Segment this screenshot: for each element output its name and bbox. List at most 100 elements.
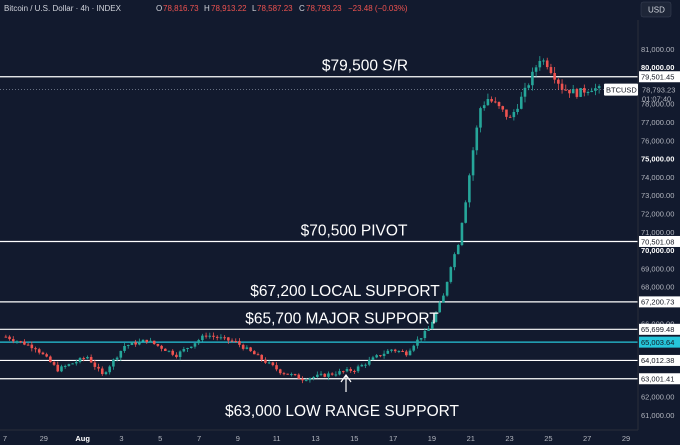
candle-body: [119, 350, 123, 358]
candle-body: [319, 373, 323, 375]
price-change: −23.48 (−0.03%): [348, 4, 408, 13]
candle-body: [401, 351, 404, 353]
x-tick-label: 27: [583, 434, 591, 443]
candle-body: [453, 254, 456, 268]
candle-body: [460, 222, 464, 246]
candle-body: [63, 365, 67, 367]
symbol-tag: [604, 83, 638, 96]
candle-body: [512, 111, 516, 118]
candle-body: [338, 371, 341, 375]
candle-body: [397, 351, 401, 353]
candle-body: [138, 341, 141, 345]
candle-body: [557, 79, 560, 84]
candle-body: [130, 342, 134, 346]
candle-body: [308, 378, 312, 381]
level-price-label: 67,200.73: [641, 298, 674, 307]
candle-body: [75, 361, 78, 364]
x-tick-label: 29: [622, 434, 630, 443]
candle-body: [208, 335, 212, 337]
candle-body: [45, 354, 48, 357]
candle-body: [475, 127, 479, 151]
candle-body: [141, 339, 145, 342]
candle-body: [78, 358, 82, 362]
candle-body: [15, 341, 19, 343]
candle-body: [486, 99, 490, 106]
candle-body: [390, 349, 393, 351]
candle-body: [494, 101, 497, 103]
level-price-tag: [639, 373, 680, 385]
y-tick-label: 74,000.00: [641, 173, 674, 182]
candle-body: [468, 175, 471, 203]
candle-body: [449, 267, 453, 282]
candle-body: [531, 71, 534, 86]
y-tick-label: 77,000.00: [641, 118, 674, 127]
candle-body: [341, 371, 345, 373]
level-price-label: 70,501.08: [641, 237, 674, 246]
candle-body: [575, 89, 579, 97]
x-tick-label: 9: [236, 434, 240, 443]
candle-body: [34, 348, 37, 350]
ohlc-close-value: 78,793.23: [306, 4, 342, 13]
candle-body: [238, 341, 241, 345]
candle-body: [534, 67, 538, 72]
candle-body: [583, 88, 586, 93]
candle-body: [219, 337, 223, 339]
y-tick-label: 76,000.00: [641, 136, 674, 145]
candle-body: [164, 348, 167, 351]
candle-body: [115, 357, 119, 360]
candle-body: [293, 374, 297, 376]
candle-body: [290, 374, 293, 376]
candle-body: [56, 364, 60, 372]
candle-body: [256, 354, 260, 356]
candle-body: [419, 338, 423, 340]
ohlc-high-label: H: [204, 4, 210, 13]
candle-body: [330, 373, 334, 375]
candle-body: [564, 89, 568, 91]
candle-body: [349, 369, 353, 371]
candle-body: [505, 109, 508, 117]
x-tick-label: 3: [119, 434, 123, 443]
candle-body: [19, 341, 22, 343]
candle-body: [182, 349, 186, 352]
candle-body: [126, 345, 130, 347]
candle-body: [186, 347, 189, 350]
candle-body: [304, 380, 308, 382]
candle-body: [108, 366, 111, 373]
candle-body: [316, 374, 319, 377]
candle-body: [416, 339, 419, 346]
level-annotation: $79,500 S/R: [322, 58, 408, 75]
level-price-tag: [639, 336, 680, 348]
x-tick-label: 15: [350, 434, 358, 443]
candle-body: [323, 373, 327, 377]
y-tick-label: 81,000.00: [641, 45, 674, 54]
candle-body: [412, 345, 416, 351]
level-price-tag: [639, 354, 680, 366]
candle-body: [371, 357, 375, 360]
candle-body: [100, 368, 104, 375]
candle-body: [353, 370, 356, 372]
candle-body: [275, 365, 278, 370]
y-tick-label: 71,000.00: [641, 228, 674, 237]
currency-button[interactable]: [640, 1, 672, 18]
candle-body: [26, 344, 30, 346]
candle-body: [553, 73, 556, 80]
level-annotation: $65,700 MAJOR SUPPORT: [245, 310, 439, 327]
candle-body: [189, 346, 193, 348]
candle-body: [23, 341, 26, 345]
candle-body: [427, 329, 430, 331]
y-tick-label: 78,000.00: [641, 100, 674, 109]
candle-body: [278, 369, 282, 374]
candle-body: [60, 366, 63, 372]
ohlc-low-label: L: [252, 4, 257, 13]
x-tick-label: 25: [544, 434, 552, 443]
candle-body: [178, 351, 182, 358]
y-tick-label: 61,000.00: [641, 411, 674, 420]
candle-body: [367, 359, 371, 365]
x-tick-label: 7: [197, 434, 201, 443]
candle-body: [4, 336, 8, 338]
candle-body: [86, 356, 89, 359]
candle-body: [479, 108, 482, 128]
